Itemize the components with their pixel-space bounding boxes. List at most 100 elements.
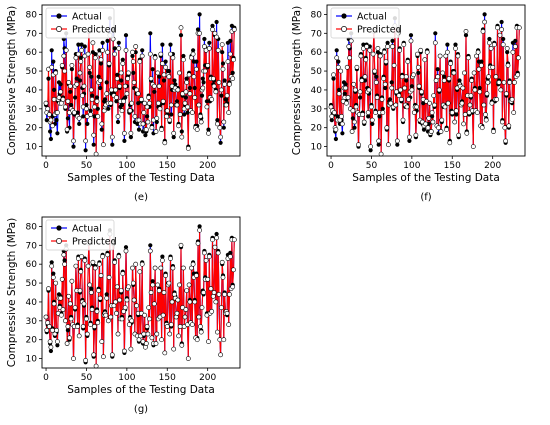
data-point: [370, 121, 375, 126]
data-point: [44, 118, 49, 123]
series-markers-predicted: [328, 19, 522, 157]
data-point: [132, 114, 138, 119]
data-point: [78, 59, 84, 64]
data-point: [186, 282, 192, 288]
data-point: [479, 59, 484, 64]
data-point: [115, 72, 120, 77]
data-point: [176, 123, 181, 129]
data-point: [192, 95, 198, 100]
data-point: [404, 104, 410, 110]
data-point: [51, 271, 56, 276]
data-point: [197, 30, 202, 36]
data-point: [102, 97, 108, 102]
data-point: [77, 121, 82, 126]
data-point: [157, 74, 162, 79]
data-point: [61, 252, 67, 258]
data-point: [125, 76, 131, 81]
data-point: [385, 44, 390, 49]
axes-frame: [41, 4, 241, 157]
data-point: [351, 81, 357, 87]
data-point: [130, 59, 136, 64]
data-point: [96, 288, 101, 293]
legend-label-predicted: Predicted: [357, 25, 402, 36]
data-point: [151, 301, 157, 307]
data-point: [395, 142, 400, 147]
data-point: [230, 284, 236, 290]
data-point: [131, 80, 137, 85]
data-point: [210, 237, 215, 243]
data-point: [171, 135, 176, 140]
data-point: [122, 138, 127, 143]
panel-caption: (e): [134, 192, 148, 203]
y-tick-label: 70: [26, 241, 38, 251]
data-point: [49, 263, 55, 269]
data-point: [340, 131, 345, 136]
data-point: [180, 57, 186, 63]
data-point: [114, 95, 119, 100]
data-point: [432, 102, 437, 108]
data-point: [334, 48, 339, 53]
x-tick-label: 0: [43, 373, 49, 383]
data-point: [367, 47, 373, 53]
data-point: [58, 82, 63, 87]
data-point: [63, 318, 68, 324]
data-point: [128, 130, 134, 136]
data-point: [100, 254, 105, 259]
data-point: [158, 51, 164, 57]
x-tick-label: 100: [118, 161, 135, 171]
data-point: [153, 129, 159, 134]
data-point: [105, 318, 111, 324]
data-point: [161, 290, 167, 295]
data-point: [59, 312, 64, 318]
data-point: [184, 80, 190, 85]
data-point: [227, 51, 233, 57]
x-tick-label: 50: [81, 373, 93, 383]
data-point: [126, 284, 131, 290]
data-point: [483, 117, 489, 123]
x-axis-label: Samples of the Testing Data: [67, 172, 215, 184]
data-point: [503, 91, 509, 97]
data-point: [170, 265, 176, 271]
data-point: [224, 310, 230, 316]
data-point: [169, 112, 174, 117]
data-point: [212, 30, 218, 36]
data-point: [380, 106, 385, 111]
data-point: [182, 100, 188, 106]
data-point: [76, 51, 81, 57]
data-point: [461, 70, 467, 76]
data-point: [99, 339, 105, 345]
data-point: [183, 95, 188, 100]
data-point: [375, 46, 381, 51]
x-tick-label: 100: [118, 373, 135, 383]
data-point: [159, 127, 164, 133]
data-point: [67, 301, 73, 307]
data-point: [152, 55, 158, 61]
data-point: [114, 284, 120, 290]
data-point: [445, 42, 450, 47]
data-point: [403, 74, 409, 80]
data-point: [439, 117, 445, 123]
data-point: [65, 324, 71, 329]
data-point: [69, 278, 75, 284]
data-point: [359, 78, 365, 83]
data-point: [155, 70, 160, 76]
legend: Actual Predicted: [45, 7, 117, 39]
data-point: [482, 19, 487, 25]
data-point: [94, 98, 100, 104]
data-point: [141, 110, 147, 115]
data-point: [141, 331, 147, 337]
data-point: [393, 102, 399, 108]
data-point: [376, 138, 382, 144]
data-point: [485, 80, 491, 85]
data-point: [138, 97, 144, 102]
data-point: [455, 53, 461, 59]
data-point: [87, 282, 93, 288]
data-point: [77, 288, 83, 293]
data-point: [331, 76, 336, 81]
data-point: [105, 38, 110, 44]
data-point: [76, 42, 81, 47]
data-point: [200, 85, 206, 91]
data-point: [227, 254, 233, 259]
data-point: [92, 114, 97, 119]
data-point: [154, 331, 160, 337]
